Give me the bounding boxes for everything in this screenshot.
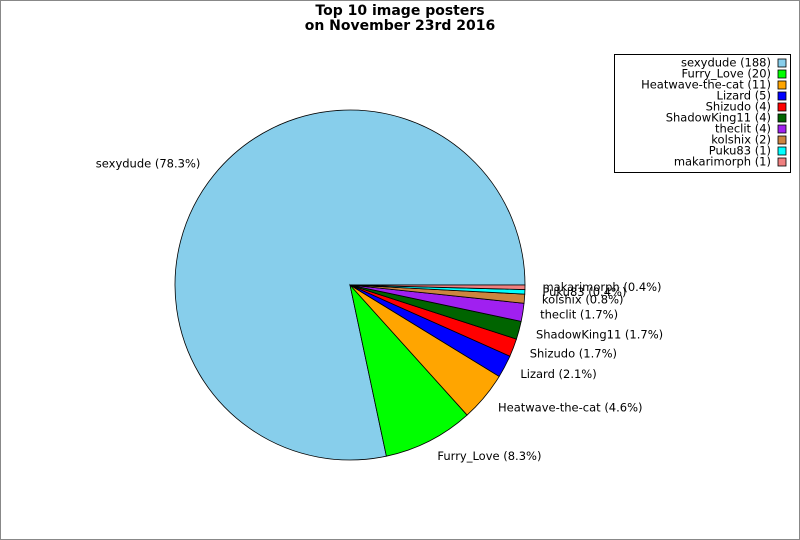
legend-label: kolshix (2) bbox=[711, 133, 771, 147]
legend-swatch bbox=[777, 80, 787, 90]
slice-label: theclit (1.7%) bbox=[540, 308, 618, 322]
legend-label: Puku83 (1) bbox=[709, 144, 771, 158]
slice-label: makarimorph (0.4%) bbox=[542, 280, 661, 294]
chart-title: Top 10 image posters bbox=[315, 3, 484, 19]
slice-label: sexydude (78.3%) bbox=[96, 156, 201, 170]
legend-label: Furry_Love (20) bbox=[682, 67, 771, 81]
legend-label: sexydude (188) bbox=[681, 56, 771, 70]
legend-swatch bbox=[777, 157, 787, 167]
legend-label: makarimorph (1) bbox=[674, 155, 771, 169]
chart-title: on November 23rd 2016 bbox=[305, 18, 496, 34]
slice-label: Puku83 (0.4%) bbox=[542, 285, 626, 299]
legend-swatch bbox=[777, 58, 787, 68]
slice-label: ShadowKing11 (1.7%) bbox=[536, 327, 663, 341]
legend-label: Shizudo (4) bbox=[706, 100, 771, 114]
legend-swatch bbox=[777, 69, 787, 79]
legend-swatch bbox=[777, 135, 787, 145]
legend-swatch bbox=[777, 91, 787, 101]
slice-label: Lizard (2.1%) bbox=[520, 367, 596, 381]
legend-label: Heatwave-the-cat (11) bbox=[641, 78, 771, 92]
slice-label: Furry_Love (8.3%) bbox=[437, 449, 541, 463]
legend-swatch bbox=[777, 146, 787, 156]
legend-label: ShadowKing11 (4) bbox=[666, 111, 771, 125]
pie-slice bbox=[349, 284, 526, 290]
legend-label: Lizard (5) bbox=[717, 89, 771, 103]
slice-label: Heatwave-the-cat (4.6%) bbox=[498, 401, 643, 415]
legend-label: theclit (4) bbox=[715, 122, 771, 136]
legend-swatch bbox=[777, 113, 787, 123]
slice-label: kolshix (0.8%) bbox=[542, 293, 624, 307]
slice-label: Shizudo (1.7%) bbox=[530, 346, 617, 360]
pie-slice bbox=[349, 283, 468, 457]
legend-box bbox=[614, 54, 791, 173]
legend-swatch bbox=[777, 124, 787, 134]
legend-swatch bbox=[777, 102, 787, 112]
